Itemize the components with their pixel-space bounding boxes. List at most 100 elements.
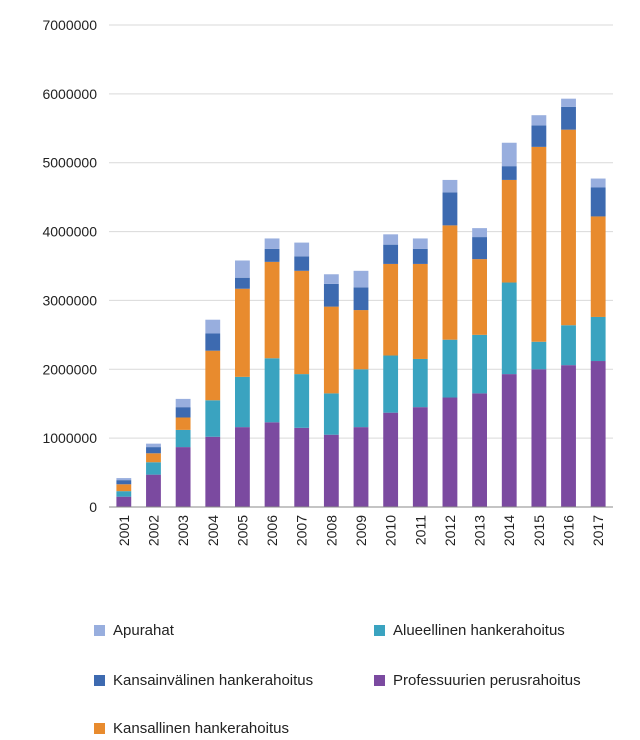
bar-segment-kansainv-linen-hankerahoitus	[531, 125, 547, 147]
bar-stack-2013	[472, 228, 487, 507]
bar-segment-apurahat	[323, 274, 339, 284]
bar-segment-kansainv-linen-hankerahoitus	[294, 256, 310, 271]
bar-stack-2004	[205, 319, 221, 507]
y-tick-label: 0	[89, 499, 97, 515]
x-axis-tick-labels: 2001 2002 2003 2004 2005 2006 2007 2008 2009 2010…	[116, 515, 606, 546]
bar-segment-kansallinen-hankerahoitus	[353, 310, 369, 370]
bar-segment-professuurien-perusrahoitus	[590, 361, 606, 507]
bar-stack-2001	[116, 478, 132, 507]
bar-segment-alueellinen-hankerahoitus	[264, 358, 280, 423]
bar-segment-kansallinen-hankerahoitus	[323, 306, 339, 394]
bar-segment-kansallinen-hankerahoitus	[531, 146, 547, 342]
bar-segment-kansainv-linen-hankerahoitus	[323, 283, 339, 307]
bar-stack-2007	[294, 242, 310, 507]
x-tick-label: 2011	[412, 515, 428, 545]
legend-swatch	[374, 675, 385, 686]
bar-segment-kansallinen-hankerahoitus	[383, 263, 399, 356]
bar-segment-kansallinen-hankerahoitus	[205, 350, 221, 401]
bar-segment-kansallinen-hankerahoitus	[294, 270, 310, 375]
x-tick-label: 2007	[294, 515, 310, 546]
x-tick-label: 2017	[590, 515, 606, 546]
bar-stack-2011	[412, 238, 428, 507]
bar-segment-professuurien-perusrahoitus	[353, 427, 369, 507]
y-tick-label: 2000000	[42, 361, 97, 377]
bar-segment-professuurien-perusrahoitus	[116, 496, 132, 507]
legend-swatch	[94, 625, 105, 636]
bar-segment-kansallinen-hankerahoitus	[472, 259, 487, 335]
bar-stacks	[116, 98, 606, 507]
bar-segment-kansainv-linen-hankerahoitus	[442, 192, 458, 226]
y-tick-label: 3000000	[42, 292, 97, 308]
bar-segment-alueellinen-hankerahoitus	[235, 376, 250, 428]
bar-segment-kansallinen-hankerahoitus	[264, 261, 280, 359]
bar-segment-apurahat	[501, 142, 517, 167]
bar-segment-alueellinen-hankerahoitus	[205, 400, 221, 437]
bar-segment-professuurien-perusrahoitus	[264, 422, 280, 507]
bar-segment-professuurien-perusrahoitus	[175, 447, 191, 507]
bar-stack-2003	[175, 398, 191, 507]
bar-segment-kansallinen-hankerahoitus	[146, 453, 161, 463]
bar-segment-professuurien-perusrahoitus	[146, 474, 161, 507]
legend-label: Apurahat	[113, 622, 174, 639]
bar-segment-kansainv-linen-hankerahoitus	[146, 447, 161, 454]
x-tick-label: 2012	[442, 515, 458, 546]
x-tick-label: 2002	[145, 515, 161, 546]
stacked-bar-chart: 0 1000000 2000000 3000000 4000000 5000000 6000…	[42, 17, 613, 546]
bar-segment-kansainv-linen-hankerahoitus	[472, 237, 487, 260]
x-tick-label: 2005	[234, 515, 250, 546]
legend-label: Kansallinen hankerahoitus	[113, 720, 289, 737]
bar-segment-kansainv-linen-hankerahoitus	[561, 106, 576, 130]
bar-segment-apurahat	[116, 478, 132, 481]
bar-segment-kansainv-linen-hankerahoitus	[235, 277, 250, 289]
bar-segment-kansallinen-hankerahoitus	[412, 263, 428, 359]
bar-segment-alueellinen-hankerahoitus	[175, 429, 191, 448]
bar-segment-alueellinen-hankerahoitus	[412, 358, 428, 408]
bar-segment-kansallinen-hankerahoitus	[501, 179, 517, 283]
bar-segment-professuurien-perusrahoitus	[235, 427, 250, 507]
x-tick-label: 2014	[501, 515, 517, 546]
bar-segment-kansainv-linen-hankerahoitus	[205, 333, 221, 351]
bar-segment-kansallinen-hankerahoitus	[590, 216, 606, 317]
bar-segment-alueellinen-hankerahoitus	[353, 369, 369, 428]
bar-stack-2015	[531, 115, 547, 507]
bar-segment-professuurien-perusrahoitus	[383, 412, 399, 507]
bar-segment-alueellinen-hankerahoitus	[472, 334, 487, 394]
bar-segment-apurahat	[412, 238, 428, 249]
x-tick-label: 2008	[323, 515, 339, 546]
bar-segment-apurahat	[590, 178, 606, 188]
x-tick-label: 2004	[205, 515, 221, 546]
bar-segment-apurahat	[175, 398, 191, 408]
legend-label: Professuurien perusrahoitus	[393, 672, 581, 689]
bar-stack-2010	[383, 234, 399, 507]
bar-segment-apurahat	[235, 260, 250, 278]
bar-segment-kansainv-linen-hankerahoitus	[264, 248, 280, 262]
bar-segment-alueellinen-hankerahoitus	[561, 325, 576, 366]
bar-segment-alueellinen-hankerahoitus	[501, 282, 517, 375]
bar-segment-kansallinen-hankerahoitus	[175, 417, 191, 430]
bar-segment-alueellinen-hankerahoitus	[294, 374, 310, 428]
bar-segment-apurahat	[205, 319, 221, 334]
bar-stack-2009	[353, 270, 369, 507]
legend: Apurahat Alueellinen hankerahoitus Kansa…	[0, 612, 640, 740]
bar-segment-kansallinen-hankerahoitus	[442, 225, 458, 340]
bar-segment-apurahat	[353, 270, 369, 288]
bar-segment-professuurien-perusrahoitus	[412, 407, 428, 507]
bar-segment-apurahat	[146, 443, 161, 448]
x-tick-label: 2003	[175, 515, 191, 546]
bar-segment-professuurien-perusrahoitus	[561, 365, 576, 507]
bar-segment-alueellinen-hankerahoitus	[323, 393, 339, 435]
bar-segment-professuurien-perusrahoitus	[472, 393, 487, 507]
bar-segment-apurahat	[264, 238, 280, 249]
bar-segment-kansallinen-hankerahoitus	[235, 288, 250, 377]
legend-item-alueellinen: Alueellinen hankerahoitus	[374, 622, 565, 639]
legend-item-apurahat: Apurahat	[94, 622, 174, 639]
y-axis-tick-labels: 0 1000000 2000000 3000000 4000000 5000000 6000…	[42, 17, 97, 515]
bar-segment-apurahat	[294, 242, 310, 257]
bar-segment-kansainv-linen-hankerahoitus	[590, 187, 606, 217]
bar-segment-alueellinen-hankerahoitus	[383, 355, 399, 413]
bar-segment-kansainv-linen-hankerahoitus	[501, 166, 517, 180]
bar-segment-professuurien-perusrahoitus	[323, 434, 339, 507]
x-tick-label: 2015	[531, 515, 547, 546]
legend-label: Alueellinen hankerahoitus	[393, 622, 565, 639]
y-tick-label: 6000000	[42, 86, 97, 102]
